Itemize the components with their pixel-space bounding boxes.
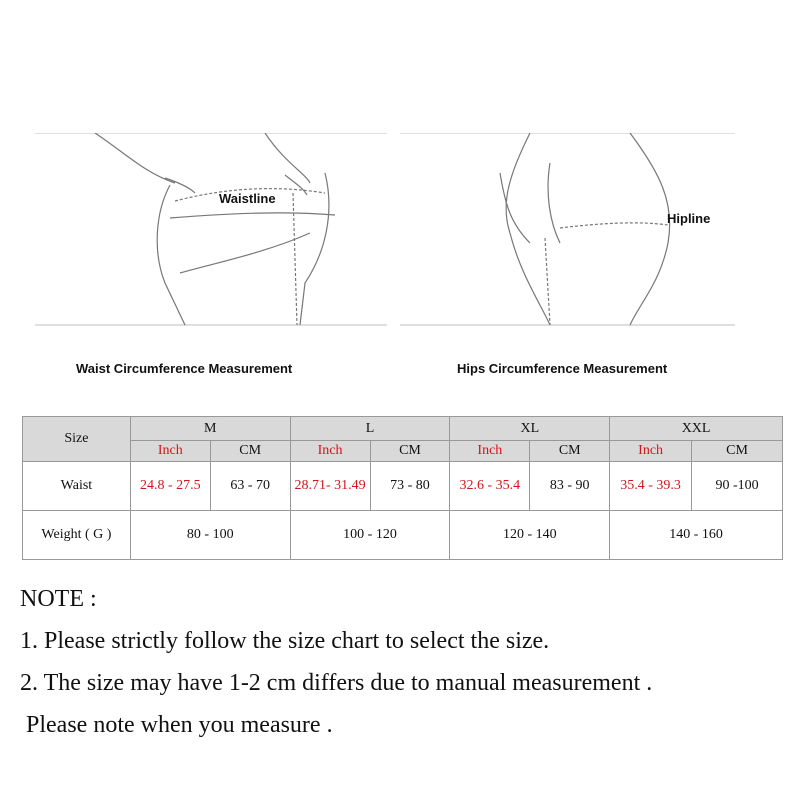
unit-inch: Inch <box>289 440 371 462</box>
cell: 32.6 - 35.4 <box>449 461 531 511</box>
unit-inch: Inch <box>449 440 531 462</box>
cell: 120 - 140 <box>449 510 611 560</box>
cell: 100 - 120 <box>289 510 451 560</box>
unit-cm: CM <box>529 440 611 462</box>
row-label: Waist <box>22 461 131 511</box>
unit-cm: CM <box>369 440 451 462</box>
unit-cm: CM <box>209 440 291 462</box>
waistline-label: Waistline <box>219 191 276 206</box>
cell: 63 - 70 <box>209 461 291 511</box>
cell: 73 - 80 <box>369 461 451 511</box>
size-l-header: L <box>289 416 451 441</box>
size-xl-header: XL <box>449 416 611 441</box>
row-label: Weight ( G ) <box>22 510 131 560</box>
cell: 80 - 100 <box>129 510 291 560</box>
waist-illustration <box>35 132 387 326</box>
cell: 83 - 90 <box>529 461 611 511</box>
table-row-waist: Waist 24.8 - 27.5 63 - 70 28.71- 31.49 7… <box>22 461 783 511</box>
note-line-1: 1. Please strictly follow the size chart… <box>20 628 550 654</box>
size-table: Size M L XL XXL Inch CM Inch CM Inch CM … <box>22 416 783 560</box>
note-line-3: Please note when you measure . <box>20 712 333 738</box>
note-title: NOTE : <box>20 586 97 612</box>
note-line-2: 2. The size may have 1-2 cm differs due … <box>20 670 653 696</box>
size-header: Size <box>22 416 131 462</box>
unit-inch: Inch <box>609 440 693 462</box>
unit-cm: CM <box>691 440 783 462</box>
hip-caption: Hips Circumference Measurement <box>457 361 668 376</box>
cell: 28.71- 31.49 <box>289 461 371 511</box>
hip-illustration <box>400 132 735 326</box>
size-xxl-header: XXL <box>609 416 783 441</box>
cell: 90 -100 <box>691 461 783 511</box>
waist-caption: Waist Circumference Measurement <box>76 361 293 376</box>
cell: 140 - 160 <box>609 510 783 560</box>
unit-inch: Inch <box>129 440 211 462</box>
hipline-label: Hipline <box>667 211 711 226</box>
cell: 24.8 - 27.5 <box>129 461 211 511</box>
size-m-header: M <box>129 416 291 441</box>
table-row-weight: Weight ( G ) 80 - 100 100 - 120 120 - 14… <box>22 510 783 560</box>
cell: 35.4 - 39.3 <box>609 461 693 511</box>
